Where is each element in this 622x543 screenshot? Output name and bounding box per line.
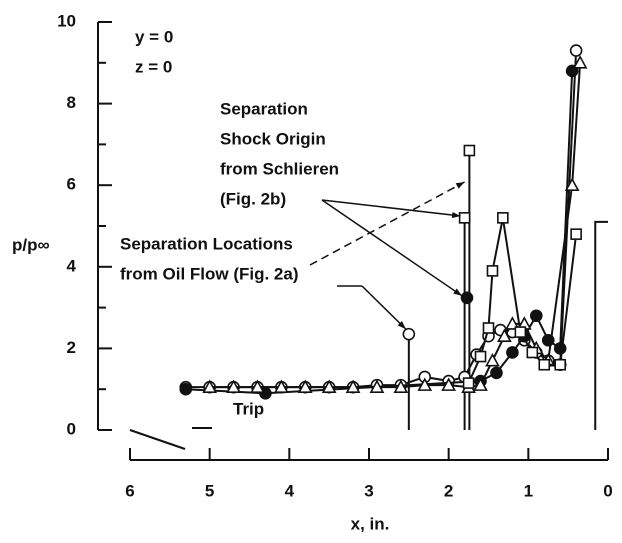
model-body (594, 220, 608, 430)
y-tick-label: 6 (67, 175, 76, 194)
marker (482, 322, 495, 334)
arrow-head (397, 320, 406, 330)
x-tick-label: 6 (125, 481, 134, 500)
y-tick-label: 4 (67, 256, 77, 275)
marker (463, 144, 476, 157)
marker (485, 352, 500, 367)
y-tick-label: 10 (57, 11, 76, 30)
schlieren-label: Separation (220, 99, 308, 118)
series-line (467, 217, 578, 384)
marker (460, 291, 474, 305)
marker (441, 377, 457, 391)
arrow-head (455, 182, 465, 189)
marker (553, 342, 567, 355)
marker (393, 379, 409, 393)
schlieren-label: from Schlieren (220, 159, 339, 178)
marker (497, 328, 512, 342)
y-axis-label: p/p∞ (12, 235, 50, 254)
marker (554, 358, 567, 371)
arrow (321, 199, 461, 217)
x-tick-label: 0 (603, 481, 612, 500)
marker (345, 379, 361, 393)
marker (473, 377, 488, 391)
y-tick-label: 0 (67, 419, 76, 438)
x-tick-label: 2 (444, 481, 453, 500)
marker (497, 212, 509, 224)
trip-label: Trip (233, 399, 264, 418)
marker (369, 379, 385, 393)
marker (202, 379, 218, 393)
marker (462, 377, 475, 389)
marker (572, 55, 588, 69)
arrow-head (453, 288, 462, 296)
marker (569, 44, 583, 57)
schlieren-label: Shock Origin (220, 129, 326, 148)
marker (506, 346, 519, 359)
oil-flow-label: Separation Locations (120, 234, 293, 253)
marker (514, 326, 527, 338)
marker (486, 265, 499, 277)
series-line (185, 70, 574, 395)
condition-label: z = 0 (135, 57, 172, 76)
marker (417, 377, 433, 391)
marker (250, 379, 265, 393)
x-tick-label: 1 (524, 481, 533, 500)
x-tick-label: 4 (285, 481, 295, 500)
marker (297, 379, 313, 393)
x-tick-label: 5 (205, 481, 214, 500)
arrow (321, 199, 463, 297)
marker (505, 316, 520, 330)
x-tick-label: 3 (364, 481, 373, 500)
marker (529, 309, 543, 323)
marker (402, 327, 416, 341)
arrow (309, 181, 465, 266)
oil-flow-label: from Oil Flow (Fig. 2a) (120, 264, 299, 283)
marker (490, 366, 503, 380)
arrow (361, 285, 407, 330)
marker (458, 212, 471, 224)
marker (564, 177, 580, 191)
condition-label: y = 0 (135, 27, 173, 46)
y-tick-label: 2 (67, 338, 76, 357)
y-tick-label: 8 (67, 93, 76, 112)
schlieren-label: (Fig. 2b) (220, 189, 286, 208)
marker (570, 228, 582, 240)
marker (321, 379, 337, 393)
marker (179, 382, 193, 396)
model-edge (129, 429, 186, 450)
marker (474, 350, 487, 363)
marker (538, 358, 551, 371)
marker (274, 379, 289, 393)
marker (226, 379, 241, 393)
x-axis-label: x, in. (351, 514, 390, 533)
marker (526, 346, 539, 359)
arrow-head (451, 211, 461, 219)
